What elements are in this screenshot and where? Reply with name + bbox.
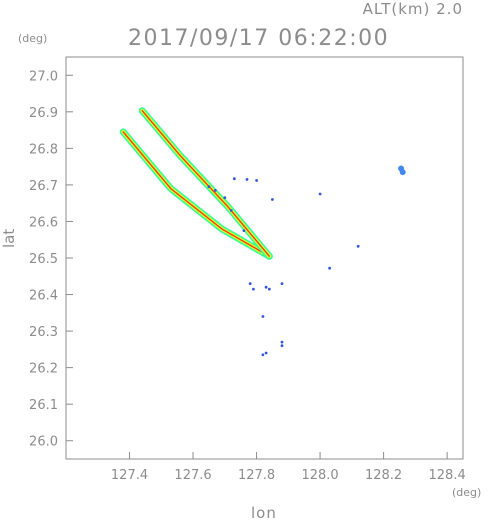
echo-point <box>328 266 331 270</box>
echo-band-1-layer-3 <box>122 131 270 257</box>
y-tick-label: 26.7 <box>29 179 58 194</box>
echo-point <box>399 169 406 176</box>
y-tick-label: 27.0 <box>29 69 58 84</box>
echo-point <box>267 287 271 291</box>
y-tick-label: 26.3 <box>29 325 58 340</box>
y-axis-title: lat <box>0 228 18 248</box>
y-tick-label: 26.8 <box>29 142 58 157</box>
echo-point <box>271 198 274 201</box>
echo-point <box>248 282 252 285</box>
echo-layer <box>119 107 406 357</box>
y-tick-label: 26.1 <box>29 398 58 413</box>
echo-point <box>223 196 227 200</box>
x-tick-label: 127.4 <box>111 468 148 483</box>
echo-point <box>318 192 322 196</box>
echo-point <box>255 179 258 182</box>
y-tick-label: 26.4 <box>29 289 58 304</box>
y-tick-label: 26.5 <box>29 252 58 267</box>
x-axis-title: lon <box>251 504 277 522</box>
echo-point <box>242 229 246 233</box>
y-axis-ticks: 27.0 26.9 26.8 26.7 26.6 26.5 26.4 26.3 26.2 26.1… <box>29 69 73 450</box>
y-tick-label: 26.2 <box>29 362 58 377</box>
x-tick-label: 127.8 <box>238 468 275 483</box>
echo-point <box>245 178 249 181</box>
y-unit-label: (deg) <box>18 32 48 45</box>
echo-point <box>280 340 284 344</box>
x-tick-label: 128.4 <box>429 468 466 483</box>
echo-point <box>261 315 265 318</box>
echo-point <box>213 189 217 192</box>
echo-point <box>280 344 284 348</box>
echo-point <box>264 285 268 289</box>
echo-point <box>356 244 360 248</box>
echo-point <box>207 185 211 189</box>
echo-band-2-layer-3 <box>141 110 270 257</box>
echo-point <box>264 351 268 355</box>
x-axis-ticks: 127.4 127.6 127.8 128.0 128.2 128.4 <box>111 452 466 483</box>
echo-point <box>280 282 284 285</box>
echo-band-1-layer-1 <box>119 128 273 260</box>
x-tick-label: 127.6 <box>174 468 211 483</box>
plot-frame <box>65 56 464 460</box>
echo-point <box>232 177 236 181</box>
y-tick-label: 26.0 <box>29 435 58 450</box>
echo-point <box>261 353 265 357</box>
x-tick-label: 128.2 <box>365 468 402 483</box>
chart-title: 2017/09/17 06:22:00 <box>128 26 390 51</box>
x-unit-label: (deg) <box>452 486 482 499</box>
echo-point <box>229 209 233 212</box>
y-tick-label: 26.9 <box>29 106 58 121</box>
x-tick-label: 128.0 <box>301 468 338 483</box>
echo-band-1-layer-2 <box>121 129 272 259</box>
echo-point <box>252 287 255 291</box>
y-tick-label: 26.6 <box>29 215 58 230</box>
altitude-label: ALT(km) 2.0 <box>362 0 463 18</box>
